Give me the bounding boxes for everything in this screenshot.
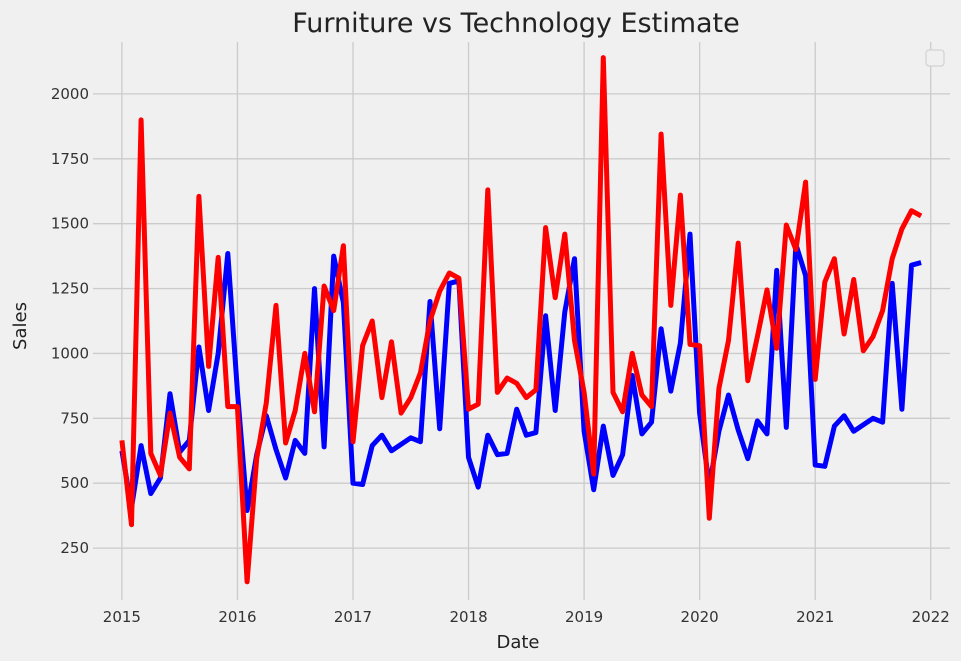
x-tick-label: 2016 <box>218 608 256 626</box>
x-axis-label: Date <box>496 632 539 653</box>
y-tick-label: 1500 <box>51 215 89 233</box>
x-tick-label: 2015 <box>103 608 141 626</box>
legend-box <box>925 49 945 67</box>
y-tick-label: 1250 <box>51 280 89 298</box>
chart-title: Furniture vs Technology Estimate <box>292 8 740 39</box>
y-axis-label: Sales <box>10 302 31 350</box>
y-tick-label: 500 <box>60 474 89 492</box>
y-tick-labels: 250 500 750 1000 1250 1500 1750 2000 <box>51 85 89 557</box>
x-tick-label: 2019 <box>565 608 603 626</box>
series-layer <box>119 55 923 585</box>
x-tick-label: 2018 <box>449 608 487 626</box>
x-tick-labels: 2015 2016 2017 2018 2019 2020 2021 2022 <box>103 608 950 626</box>
y-tick-label: 250 <box>60 539 89 557</box>
y-tick-label: 1750 <box>51 150 89 168</box>
y-tick-label: 750 <box>60 409 89 427</box>
series-line-2 <box>119 55 923 585</box>
x-tick-label: 2022 <box>912 608 950 626</box>
x-gridlines <box>121 42 932 600</box>
x-tick-label: 2017 <box>334 608 372 626</box>
y-tick-label: 2000 <box>51 85 89 103</box>
x-tick-label: 2021 <box>796 608 834 626</box>
y-tick-label: 1000 <box>51 344 89 362</box>
x-tick-label: 2020 <box>681 608 719 626</box>
